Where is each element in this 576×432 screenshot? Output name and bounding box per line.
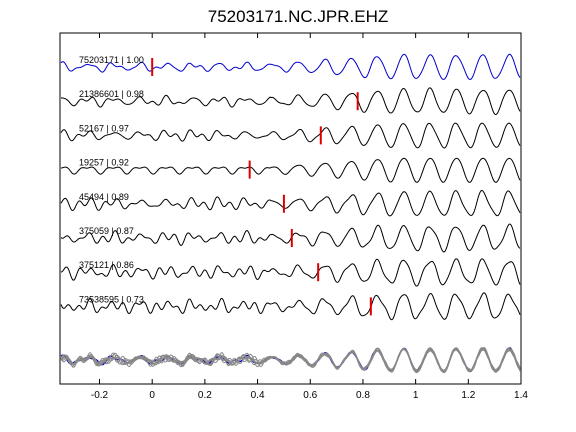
x-tick-label: 0.2 bbox=[198, 390, 212, 401]
x-tick-label: 1 bbox=[413, 390, 419, 401]
x-tick-label: 1.4 bbox=[514, 390, 528, 401]
overlay-trace-line bbox=[60, 346, 521, 373]
x-tick-label: 0.6 bbox=[303, 390, 317, 401]
trace-line bbox=[60, 87, 521, 116]
trace-line bbox=[60, 292, 521, 321]
x-tick-label: 0 bbox=[149, 390, 155, 401]
trace-line bbox=[60, 157, 521, 183]
trace-label: 19257 | 0.92 bbox=[79, 158, 129, 168]
x-axis: -0.2 0 0.2 0.4 0.6 0.8 1 1.2 1.4 bbox=[91, 33, 528, 401]
trace-label: 73538595 | 0.73 bbox=[79, 294, 144, 304]
overlay-stack bbox=[60, 346, 521, 374]
trace-label: 75203171 | 1.00 bbox=[79, 55, 144, 65]
trace-label: 52167 | 0.97 bbox=[79, 123, 129, 133]
trace-label: 45494 | 0.89 bbox=[79, 192, 129, 202]
overlay-trace-line bbox=[60, 347, 521, 372]
trace-line bbox=[60, 122, 521, 149]
trace-line bbox=[60, 189, 521, 217]
x-tick-label: 1.2 bbox=[461, 390, 475, 401]
trace-line bbox=[60, 258, 521, 287]
x-tick-label: -0.2 bbox=[91, 390, 109, 401]
x-tick-label: 0.4 bbox=[251, 390, 265, 401]
x-tick-label: 0.8 bbox=[356, 390, 370, 401]
trace-line bbox=[60, 53, 521, 81]
trace-label: 375121 | 0.86 bbox=[79, 260, 134, 270]
trace-label: 375059 | 0.87 bbox=[79, 226, 134, 236]
trace-line bbox=[60, 223, 521, 253]
traces-group: 75203171 | 1.00 21386601 | 0.98 52167 | 0.… bbox=[60, 53, 521, 321]
trace-label: 21386601 | 0.98 bbox=[79, 89, 144, 99]
chart-title: 75203171.NC.JPR.EHZ bbox=[208, 7, 388, 26]
plot-frame bbox=[59, 32, 522, 385]
